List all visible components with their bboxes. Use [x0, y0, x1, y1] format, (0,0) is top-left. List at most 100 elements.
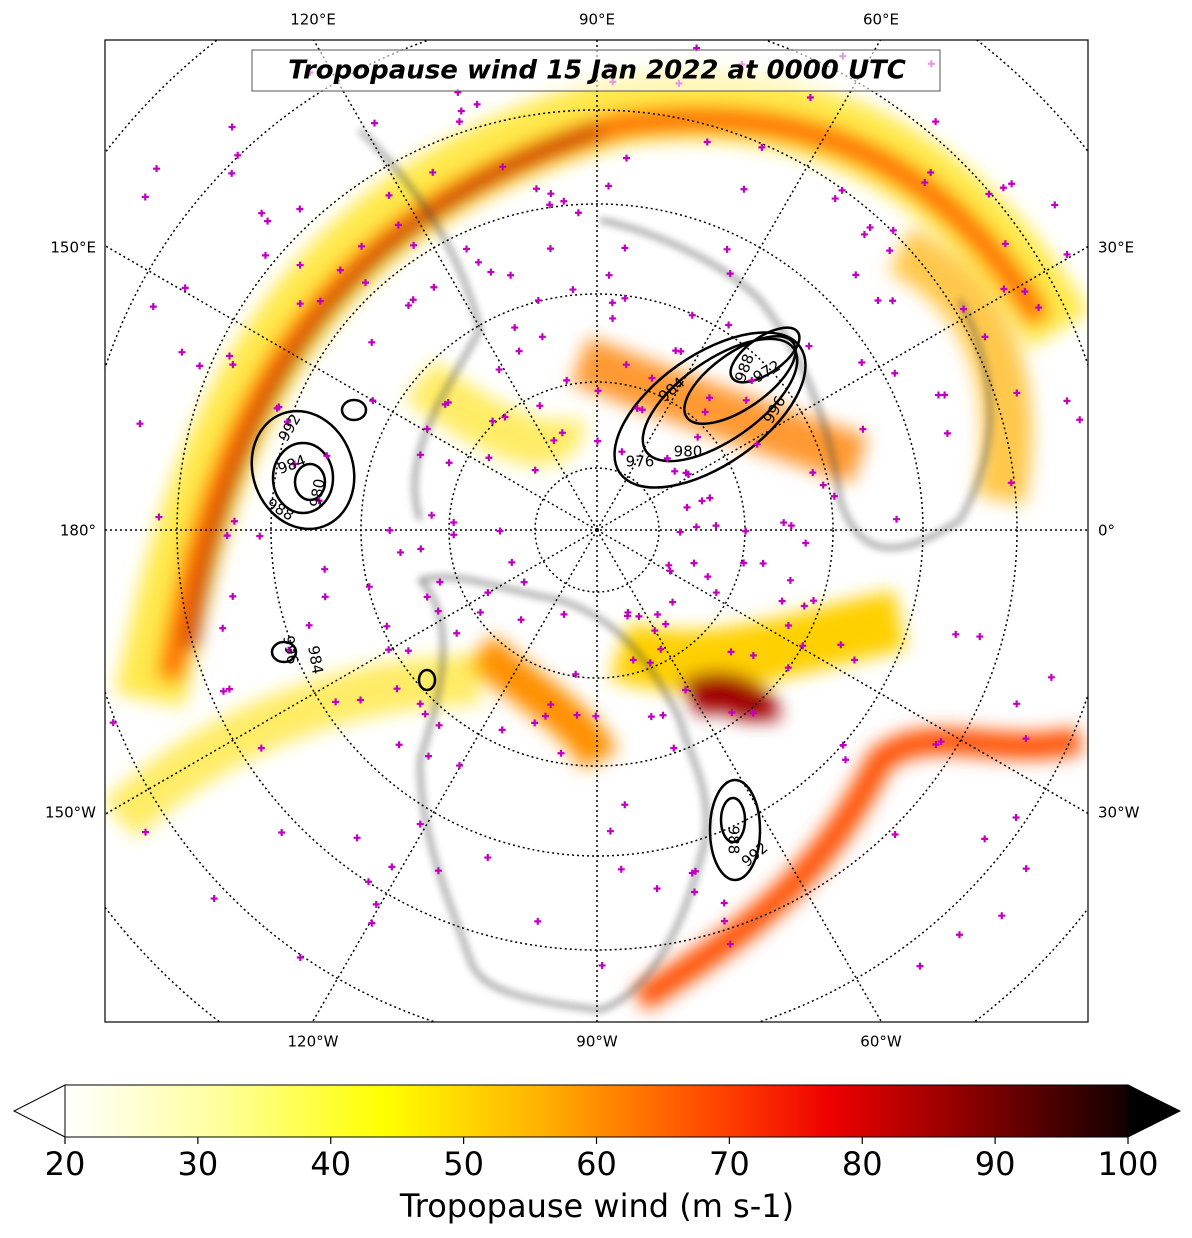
- station: [141, 193, 149, 201]
- colorbar-tick-label: 90: [975, 1145, 1016, 1183]
- station: [296, 205, 304, 213]
- station: [534, 917, 542, 925]
- station: [831, 195, 839, 203]
- station: [839, 741, 847, 749]
- labels: 120°E 90°E 60°E 150°E 180° 150°W 30°E 0° 30°W 120…: [45, 11, 1140, 1051]
- station: [393, 685, 401, 693]
- station: [748, 377, 756, 385]
- station: [998, 912, 1006, 920]
- station: [921, 179, 929, 187]
- station: [234, 151, 242, 159]
- station: [219, 624, 227, 632]
- station: [153, 165, 161, 173]
- colorbar-tick-label: 50: [443, 1145, 484, 1183]
- station: [927, 168, 935, 176]
- colorbar-tick-label: 40: [310, 1145, 351, 1183]
- station: [428, 511, 436, 519]
- station: [558, 429, 566, 437]
- station: [178, 348, 186, 356]
- station: [809, 469, 817, 477]
- colorbar-tick-label: 20: [45, 1145, 86, 1183]
- station: [703, 138, 711, 146]
- station: [659, 711, 667, 719]
- station: [784, 664, 792, 672]
- station: [749, 709, 757, 717]
- station: [484, 589, 492, 597]
- station: [463, 245, 471, 253]
- station: [323, 452, 331, 460]
- station: [624, 608, 632, 616]
- station: [726, 940, 734, 948]
- station: [223, 532, 231, 540]
- station: [665, 561, 673, 569]
- station: [264, 217, 272, 225]
- station: [1022, 865, 1030, 873]
- station: [371, 119, 379, 127]
- station: [536, 402, 544, 410]
- station: [538, 333, 546, 341]
- station: [647, 713, 655, 721]
- station: [228, 123, 236, 131]
- station: [394, 221, 402, 229]
- station: [1021, 288, 1029, 296]
- station: [842, 756, 850, 764]
- station: [383, 622, 391, 630]
- station: [388, 863, 396, 871]
- station: [889, 226, 897, 234]
- station: [423, 593, 431, 601]
- station: [691, 867, 699, 875]
- station: [395, 741, 403, 749]
- station: [657, 645, 665, 653]
- station: [937, 738, 945, 746]
- station: [444, 399, 452, 407]
- station: [672, 347, 680, 355]
- station: [429, 168, 437, 176]
- station: [1051, 201, 1059, 209]
- station: [404, 647, 412, 655]
- station: [473, 100, 481, 108]
- station: [663, 454, 671, 462]
- station: [698, 497, 706, 505]
- station: [952, 630, 960, 638]
- station: [704, 573, 712, 581]
- station: [229, 361, 237, 369]
- station: [726, 270, 734, 278]
- station: [450, 531, 458, 539]
- station: [296, 953, 304, 961]
- station: [229, 592, 237, 600]
- station: [547, 701, 555, 709]
- station: [283, 418, 291, 426]
- station: [409, 296, 417, 304]
- station: [453, 629, 461, 637]
- station: [416, 820, 424, 828]
- station: [455, 118, 463, 126]
- station: [889, 297, 897, 305]
- station: [802, 539, 810, 547]
- station: [230, 517, 238, 525]
- station: [546, 201, 554, 209]
- station: [671, 467, 679, 475]
- station: [758, 143, 766, 151]
- station: [435, 721, 443, 729]
- colorbar-tick-label: 30: [178, 1145, 219, 1183]
- station: [436, 578, 444, 586]
- station: [511, 324, 519, 332]
- station: [572, 670, 580, 678]
- station: [759, 559, 767, 567]
- station: [1013, 389, 1021, 397]
- station: [315, 497, 323, 505]
- station: [573, 711, 581, 719]
- station: [727, 648, 735, 656]
- station: [149, 303, 157, 311]
- station: [489, 417, 497, 425]
- station: [720, 899, 728, 907]
- station: [290, 460, 298, 468]
- station: [866, 224, 874, 232]
- station: [532, 185, 540, 193]
- station: [1047, 673, 1055, 681]
- station: [261, 251, 269, 259]
- station: [357, 696, 365, 704]
- station: [569, 286, 577, 294]
- station: [1063, 250, 1071, 258]
